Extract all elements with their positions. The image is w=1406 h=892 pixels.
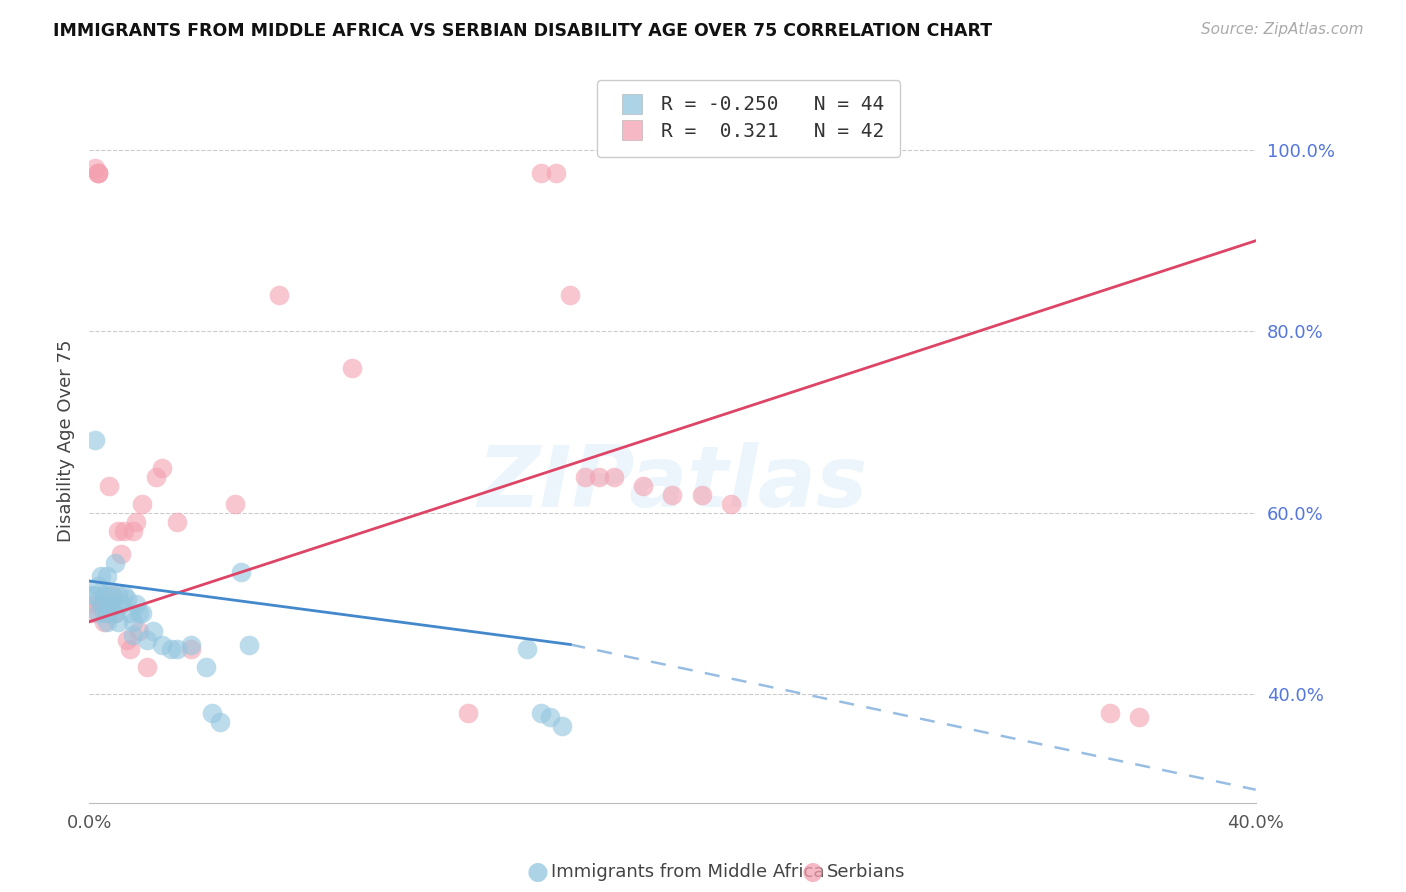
Point — [96, 615, 118, 629]
Point — [121, 628, 143, 642]
Point — [125, 597, 148, 611]
Point — [145, 469, 167, 483]
Point — [131, 606, 153, 620]
Y-axis label: Disability Age Over 75: Disability Age Over 75 — [58, 339, 75, 541]
Point — [1128, 710, 1150, 724]
Point — [115, 592, 138, 607]
Point — [1098, 706, 1121, 720]
Point — [224, 497, 246, 511]
Point — [104, 556, 127, 570]
Point — [128, 624, 150, 638]
Point — [544, 166, 567, 180]
Point — [93, 588, 115, 602]
Point — [87, 166, 110, 180]
Point — [112, 524, 135, 538]
Point — [93, 606, 115, 620]
Point — [136, 660, 159, 674]
Point — [83, 597, 105, 611]
Point — [229, 565, 252, 579]
Point — [150, 638, 173, 652]
Point — [107, 524, 129, 538]
Point — [603, 469, 626, 483]
Point — [200, 706, 222, 720]
Point — [131, 497, 153, 511]
Point — [166, 515, 188, 529]
Point — [87, 166, 110, 180]
Point — [560, 288, 582, 302]
Point — [166, 642, 188, 657]
Point — [631, 479, 654, 493]
Point — [118, 642, 141, 657]
Point — [83, 588, 105, 602]
Point — [530, 166, 553, 180]
Text: ●: ● — [526, 861, 548, 884]
Point — [107, 615, 129, 629]
Point — [574, 469, 596, 483]
Point — [87, 606, 110, 620]
Point — [93, 615, 115, 629]
Point — [136, 632, 159, 647]
Point — [515, 642, 537, 657]
Point — [118, 606, 141, 620]
Point — [661, 488, 683, 502]
Point — [194, 660, 217, 674]
Point — [550, 719, 572, 733]
Point — [128, 606, 150, 620]
Point — [101, 588, 124, 602]
Point — [98, 606, 121, 620]
Text: ZIPatlas: ZIPatlas — [477, 442, 868, 525]
Point — [457, 706, 479, 720]
Point — [720, 497, 742, 511]
Point — [98, 597, 121, 611]
Point — [142, 624, 165, 638]
Point — [83, 161, 105, 176]
Point — [112, 588, 135, 602]
Point — [101, 588, 124, 602]
Point — [80, 606, 103, 620]
Point — [101, 601, 124, 615]
Point — [115, 632, 138, 647]
Point — [80, 588, 103, 602]
Point — [340, 360, 363, 375]
Point — [180, 638, 202, 652]
Point — [104, 606, 127, 620]
Text: IMMIGRANTS FROM MIDDLE AFRICA VS SERBIAN DISABILITY AGE OVER 75 CORRELATION CHAR: IMMIGRANTS FROM MIDDLE AFRICA VS SERBIAN… — [53, 22, 993, 40]
Point — [538, 710, 561, 724]
Point — [96, 606, 118, 620]
Point — [90, 569, 112, 583]
Point — [104, 606, 127, 620]
Point — [110, 547, 132, 561]
Point — [107, 588, 129, 602]
Point — [90, 597, 112, 611]
Point — [83, 434, 105, 448]
Point — [110, 597, 132, 611]
Point — [159, 642, 181, 657]
Point — [530, 706, 553, 720]
Point — [121, 615, 143, 629]
Point — [125, 515, 148, 529]
Point — [150, 460, 173, 475]
Point — [238, 638, 260, 652]
Text: Source: ZipAtlas.com: Source: ZipAtlas.com — [1201, 22, 1364, 37]
Point — [96, 569, 118, 583]
Point — [90, 597, 112, 611]
Text: ●: ● — [801, 861, 824, 884]
Legend: R = -0.250   N = 44, R =  0.321   N = 42: R = -0.250 N = 44, R = 0.321 N = 42 — [596, 80, 900, 157]
Point — [96, 588, 118, 602]
Point — [180, 642, 202, 657]
Point — [267, 288, 290, 302]
Point — [588, 469, 610, 483]
Point — [690, 488, 713, 502]
Point — [87, 166, 110, 180]
Text: Serbians: Serbians — [827, 863, 905, 881]
Point — [121, 524, 143, 538]
Point — [98, 479, 121, 493]
Text: Immigrants from Middle Africa: Immigrants from Middle Africa — [551, 863, 825, 881]
Point — [87, 578, 110, 592]
Point — [209, 714, 232, 729]
